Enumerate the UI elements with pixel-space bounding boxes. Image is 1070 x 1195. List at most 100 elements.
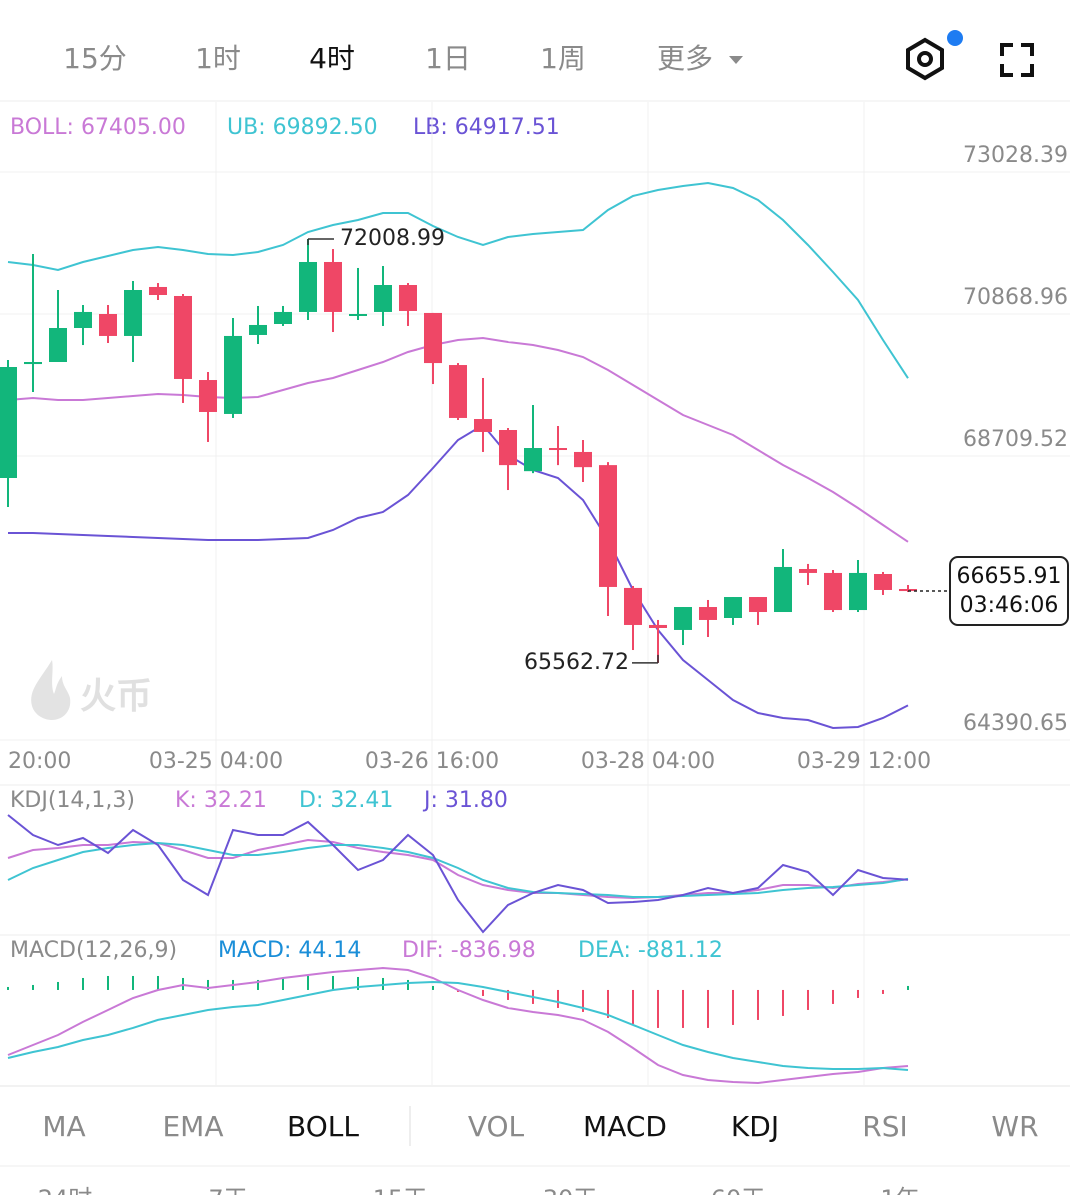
legend-entry: DIF: -836.98 [402, 938, 536, 963]
histogram-bar [807, 989, 809, 1010]
candle-body [674, 607, 692, 630]
histogram-bar [57, 981, 59, 990]
range-tab[interactable]: 24时 [38, 1185, 93, 1195]
candle-body [749, 597, 767, 613]
indicator-tab[interactable]: BOLL [287, 1110, 359, 1143]
indicator-tab[interactable]: VOL [468, 1110, 525, 1143]
histogram-bar [607, 989, 609, 1018]
indicator-tab[interactable]: MACD [583, 1110, 667, 1143]
candle-body [374, 285, 392, 312]
histogram-bar [357, 976, 359, 990]
candle-body [824, 572, 842, 611]
candle-body [649, 624, 667, 628]
candle-body [549, 448, 567, 451]
candle-body [849, 572, 867, 611]
candle-body [299, 261, 317, 312]
watermark-text: 火币 [80, 676, 152, 717]
x-tick-label: 03-26 16:00 [365, 749, 499, 774]
histogram-bar [632, 989, 634, 1024]
tab[interactable]: 4时 [309, 42, 355, 75]
histogram-bar [82, 977, 84, 990]
legend-entry: UB: 69892.50 [227, 115, 378, 140]
legend-entry: K: 32.21 [175, 788, 267, 813]
legend-entry: MACD: 44.14 [218, 938, 361, 963]
histogram-bar [7, 986, 9, 990]
histogram-bar [707, 989, 709, 1028]
range-tab[interactable]: 30天 [543, 1185, 598, 1195]
top-tabs: 15分 1时 4时 1日 1周 更多 [63, 42, 743, 75]
range-tab[interactable]: 60天 [711, 1185, 766, 1195]
candle-body [499, 429, 517, 466]
candle-body [74, 311, 92, 329]
histogram-bar [132, 975, 134, 990]
indicator-tab[interactable]: KDJ [731, 1110, 779, 1143]
histogram-bar [907, 985, 909, 990]
indicator-tab[interactable]: RSI [862, 1110, 908, 1143]
low-marker [632, 654, 659, 664]
candle-body [799, 569, 817, 573]
candle-body [199, 380, 217, 412]
tab[interactable]: 15分 [63, 42, 127, 75]
indicator-line [7, 336, 909, 543]
histogram-bar [207, 979, 209, 990]
candle-body [224, 335, 242, 414]
indicator-tab[interactable]: MA [42, 1110, 85, 1143]
y-tick-label: 70868.96 [963, 285, 1068, 310]
histogram-bar [782, 989, 784, 1016]
indicator-line [7, 841, 909, 898]
histogram-bar [757, 989, 759, 1020]
panel-title: MACD(12,26,9) [10, 938, 177, 963]
range-tabs: 24时 7天 15天 30天 60天 1年 [38, 1185, 920, 1195]
panel-title: KDJ(14,1,3) [10, 788, 135, 813]
histogram-bar [32, 984, 34, 990]
indicator-tab[interactable]: EMA [162, 1110, 223, 1143]
candle-body [524, 448, 542, 472]
indicator-line [8, 423, 909, 730]
indicator-line [7, 181, 909, 379]
chart-panel: MACD(12,26,9) MACD: 44.14 DIF: -836.98 DEA:… [7, 938, 909, 1085]
high-label: 72008.99 [340, 226, 445, 251]
tab[interactable]: 1时 [195, 42, 241, 75]
indicator-tabs: MA EMA BOLL VOL MACD KDJ RSI WR [42, 1106, 1039, 1146]
histogram-bar [332, 975, 334, 990]
watermark: 火币 [31, 660, 152, 720]
candle-body [249, 324, 267, 335]
candle-body [324, 261, 342, 312]
candle-body [599, 465, 617, 587]
histogram-bar [307, 975, 309, 990]
indicator-tab[interactable]: WR [991, 1110, 1038, 1143]
tab[interactable]: 1周 [540, 42, 586, 75]
tab[interactable]: 更多 [657, 42, 713, 75]
countdown: 03:46:06 [960, 593, 1059, 618]
settings-icon[interactable] [906, 30, 963, 81]
histogram-bar [857, 989, 859, 998]
candle-body [474, 419, 492, 432]
histogram-bar [182, 977, 184, 990]
candle-body [774, 566, 792, 613]
histogram-bar [832, 989, 834, 1004]
fullscreen-icon[interactable] [1000, 43, 1034, 77]
chart-layer: BOLL: 67405.00 UB: 69892.50 LB: 64917.51 73… [0, 102, 1070, 1085]
range-tab[interactable]: 1年 [880, 1185, 919, 1195]
candle-body [424, 312, 442, 364]
x-tick-label: 03-28 04:00 [581, 749, 715, 774]
histogram-bar [282, 977, 284, 990]
candle-body [899, 588, 917, 592]
candle-body [874, 574, 892, 590]
range-tab[interactable]: 15天 [373, 1185, 428, 1195]
candle-body [174, 295, 192, 379]
range-tab[interactable]: 7天 [208, 1185, 247, 1195]
histogram-bar [507, 989, 509, 1000]
histogram-bar [482, 989, 484, 996]
histogram-bar [257, 979, 259, 990]
candle-body [49, 328, 67, 363]
indicator-line [7, 966, 909, 1085]
candle-body [724, 597, 742, 618]
tab[interactable]: 1日 [425, 42, 471, 75]
candle-body [149, 286, 167, 295]
histogram-bar [682, 989, 684, 1028]
y-tick-label: 64390.65 [963, 711, 1068, 736]
histogram-bar [382, 977, 384, 990]
